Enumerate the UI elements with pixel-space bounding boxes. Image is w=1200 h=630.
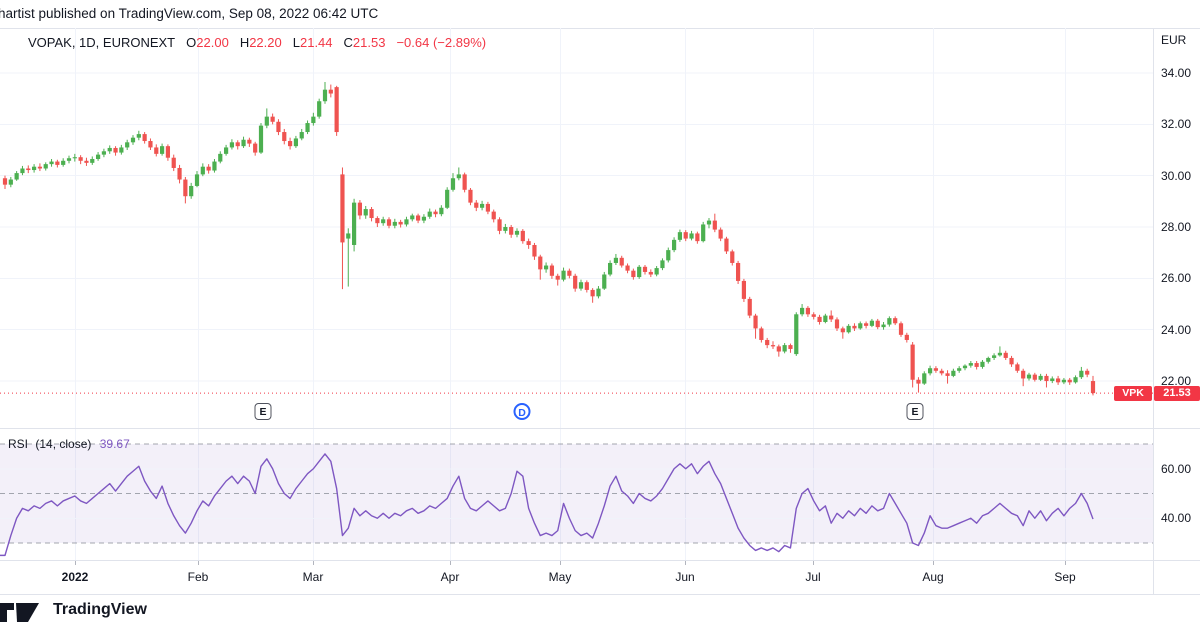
time-axis-divider (0, 594, 1200, 595)
time-axis[interactable] (0, 561, 1153, 594)
rsi-name: RSI (8, 437, 29, 451)
legend-close: C21.53 (343, 35, 386, 50)
published-banner: hartist published on TradingView.com, Se… (0, 6, 379, 21)
rsi-axis-tick: 40.00 (1161, 511, 1192, 526)
rsi-value: 39.67 (99, 437, 130, 451)
time-axis-label: Mar (302, 570, 324, 584)
earnings-marker[interactable]: E (254, 403, 272, 420)
price-axis-tick: 26.00 (1161, 271, 1192, 286)
price-axis-tick: 22.00 (1161, 374, 1192, 389)
currency-label: EUR (1161, 33, 1187, 47)
rsi-axis-tick: 60.00 (1161, 461, 1192, 476)
last-price-axis-label: 21.53 (1154, 385, 1200, 401)
pane-divider[interactable] (0, 428, 1200, 429)
legend-low: L21.44 (292, 35, 333, 50)
time-axis-label: Jul (805, 570, 821, 584)
symbol-legend[interactable]: VOPAK, 1D, EURONEXT O22.00 H22.20 L21.44… (28, 35, 486, 50)
rsi-indicator-legend[interactable]: RSI (14, close) 39.67 (8, 437, 130, 451)
earnings-marker[interactable]: E (906, 403, 924, 420)
last-price-symbol-label: VPK (1114, 385, 1152, 401)
time-axis-label: 2022 (61, 570, 89, 584)
legend-change: −0.64 (−2.89%) (396, 35, 487, 50)
time-axis-label: Jun (675, 570, 695, 584)
time-axis-label: Aug (922, 570, 944, 584)
tradingview-brand[interactable]: TradingView (53, 601, 147, 618)
symbol-title[interactable]: VOPAK, 1D, EURONEXT (28, 35, 176, 50)
price-axis[interactable] (1154, 28, 1200, 560)
time-axis-label: Sep (1054, 570, 1076, 584)
rsi-params: (14, close) (35, 437, 92, 451)
price-axis-tick: 32.00 (1161, 117, 1192, 132)
axis-divider (1153, 28, 1154, 594)
legend-open: O22.00 (186, 35, 229, 50)
dividend-marker[interactable]: D (513, 403, 531, 420)
banner-divider (0, 28, 1200, 29)
legend-high: H22.20 (239, 35, 282, 50)
time-axis-label: Apr (440, 570, 460, 584)
rsi-bottom-divider (0, 560, 1200, 561)
price-axis-tick: 34.00 (1161, 66, 1192, 80)
tradingview-logo-icon[interactable] (0, 599, 220, 627)
price-axis-tick: 28.00 (1161, 220, 1192, 235)
price-axis-tick: 24.00 (1161, 322, 1192, 337)
time-axis-label: Feb (187, 570, 209, 584)
price-axis-tick: 30.00 (1161, 168, 1192, 183)
time-axis-label: May (548, 570, 572, 584)
